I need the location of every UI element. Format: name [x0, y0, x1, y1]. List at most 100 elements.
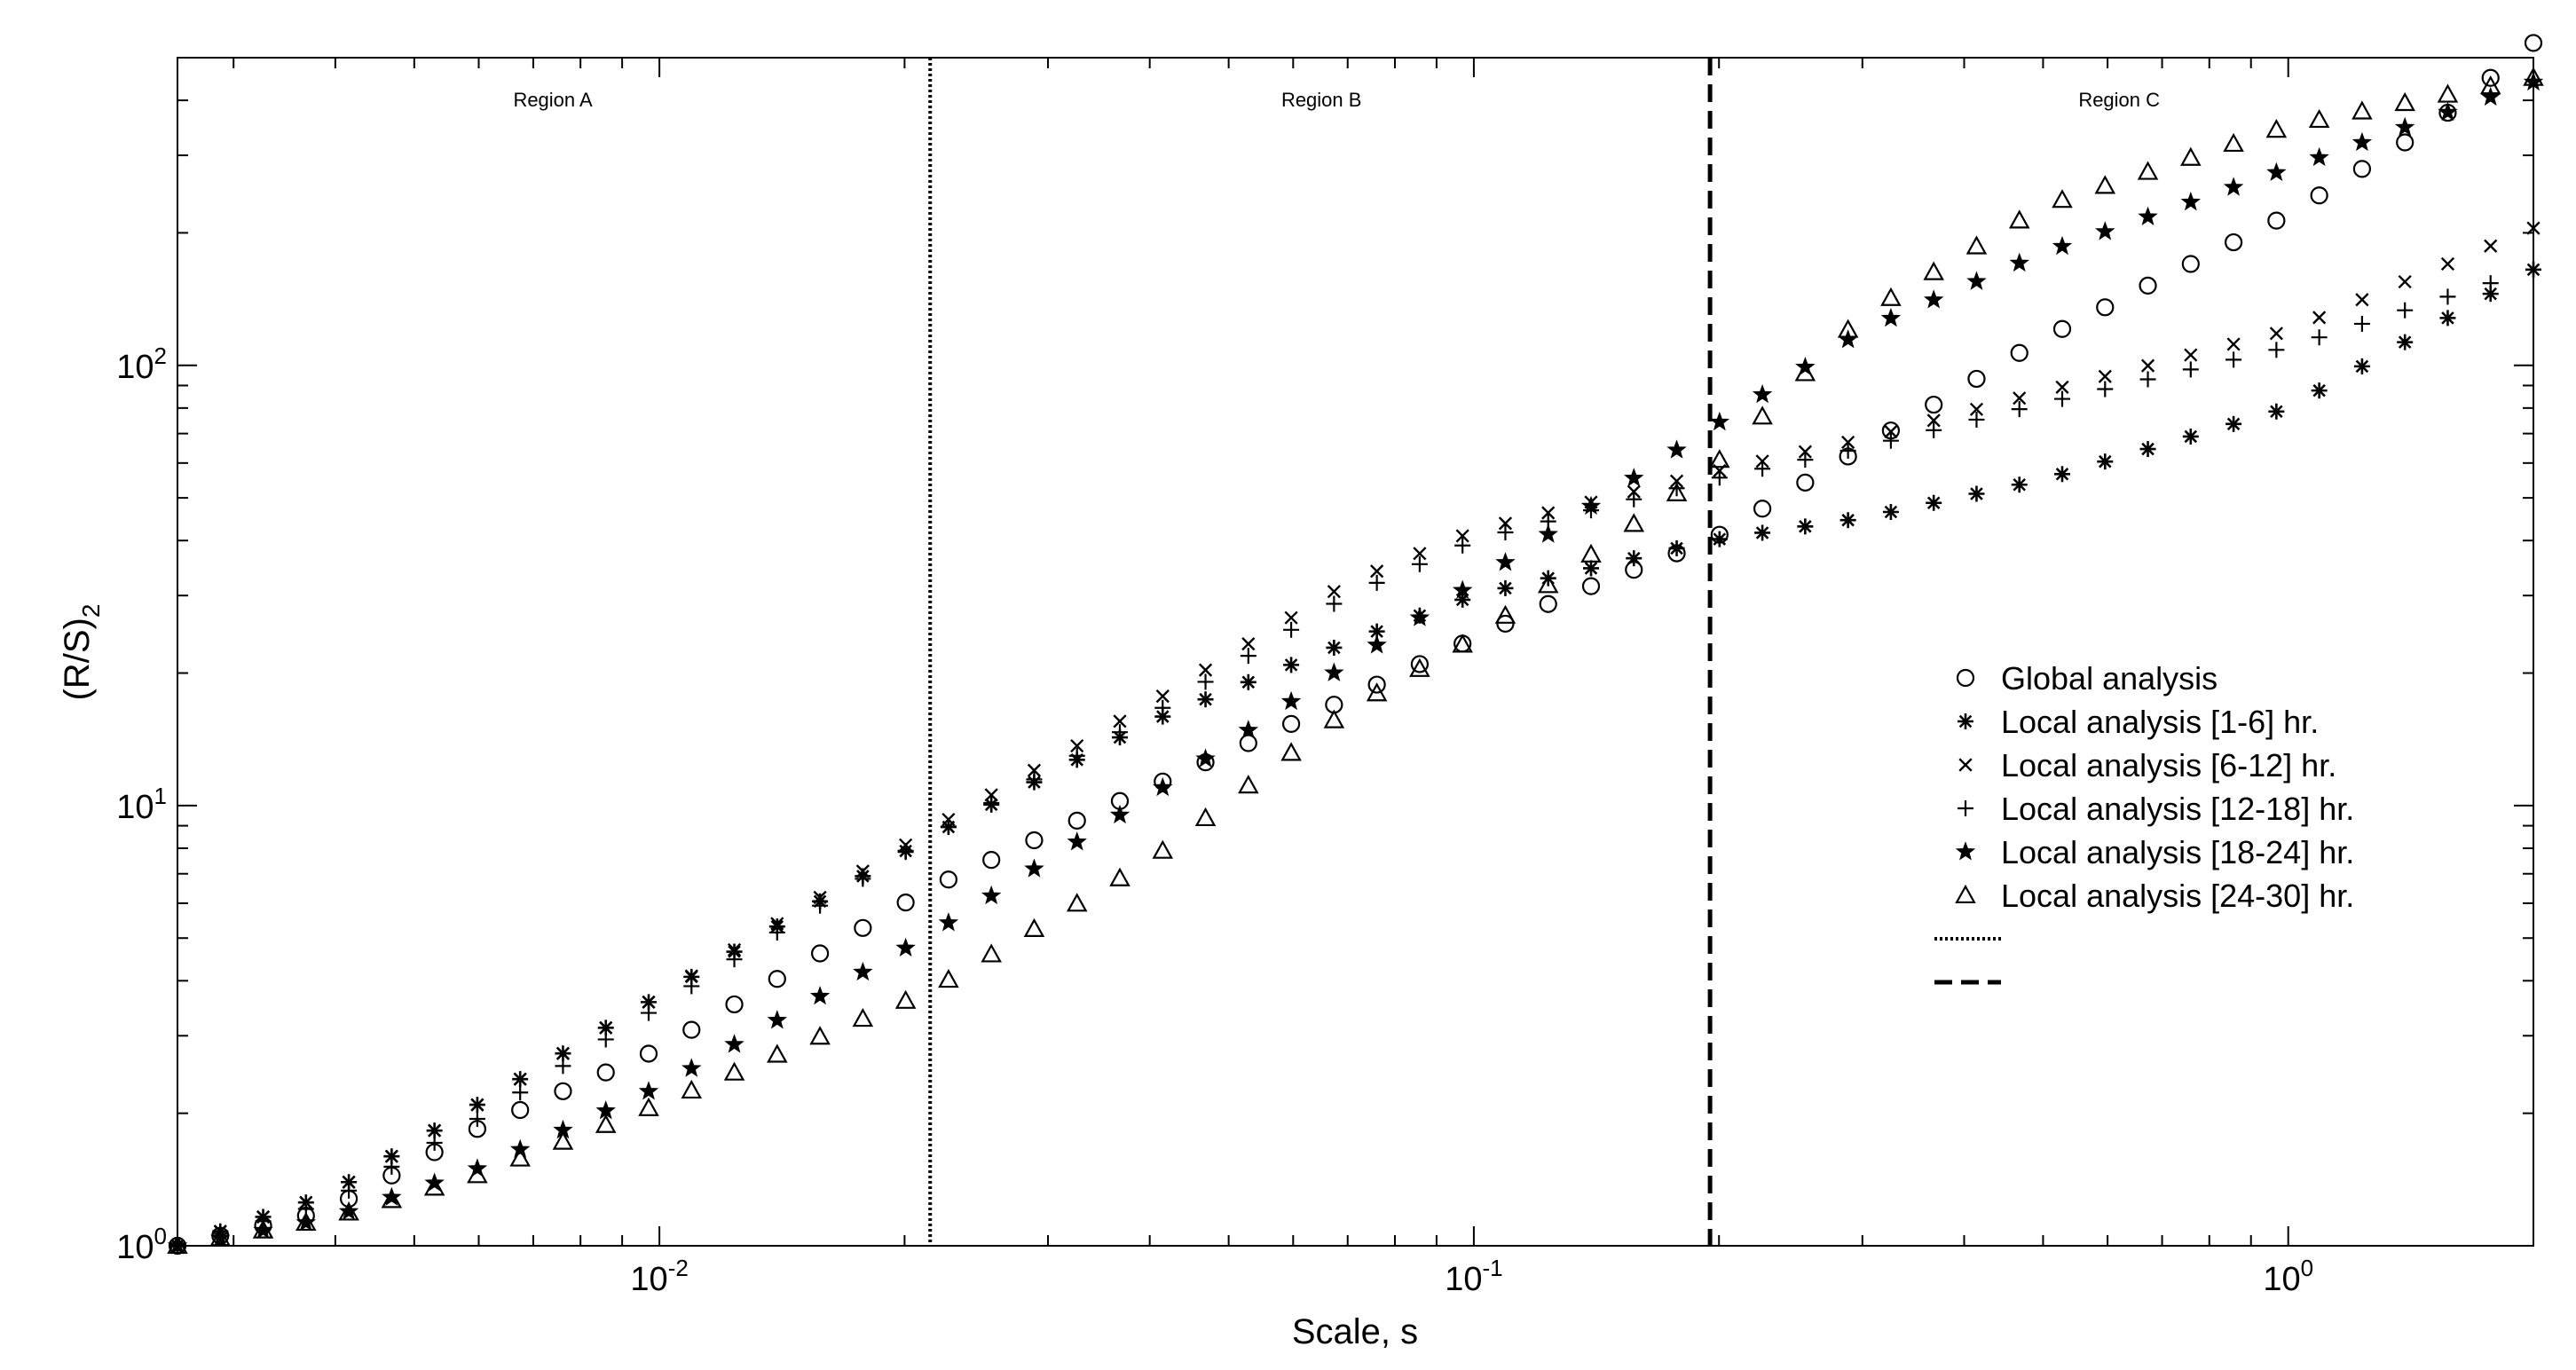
marker-x-stroke	[813, 890, 827, 904]
marker-x-stroke	[2140, 358, 2155, 373]
legend-label: Local analysis [24-30] hr.	[2001, 878, 2354, 914]
data-point	[683, 978, 700, 995]
data-point	[428, 1123, 442, 1138]
legend-item: Local analysis [6-12] hr.	[1958, 747, 2336, 783]
marker-star	[2180, 192, 2202, 211]
marker-triangle	[467, 1164, 488, 1184]
marker-circle	[2096, 298, 2115, 317]
data-point	[2268, 403, 2285, 420]
marker-x-stroke	[1113, 714, 1127, 728]
marker-x-stroke	[2226, 337, 2241, 351]
marker-star	[853, 961, 873, 981]
marker-triangle	[852, 1007, 874, 1028]
x-tick-label-base: 10	[630, 1261, 667, 1298]
data-point	[638, 1097, 659, 1116]
marker-x-stroke	[1969, 402, 1984, 416]
data-point	[1837, 319, 1859, 338]
data-point	[555, 1046, 571, 1060]
marker-x-stroke	[1284, 610, 1298, 625]
marker-triangle	[552, 1130, 574, 1150]
data-point	[896, 894, 915, 912]
data-point	[1154, 699, 1171, 716]
data-point	[2181, 255, 2200, 273]
legend-label: Global analysis	[2001, 660, 2218, 697]
data-point	[599, 1020, 613, 1035]
data-point	[1882, 504, 1899, 521]
marker-circle	[1281, 714, 1301, 733]
data-point	[1153, 776, 1173, 797]
data-point	[1967, 369, 1986, 389]
marker-triangle	[1066, 893, 1088, 912]
marker-triangle	[1109, 867, 1130, 886]
marker-star	[724, 1034, 744, 1053]
data-point	[1368, 574, 1385, 591]
data-point	[1455, 529, 1469, 543]
marker-triangle	[2308, 108, 2330, 129]
data-point	[1197, 673, 1214, 690]
y-tick-label-exponent: 1	[154, 783, 167, 809]
data-point	[1409, 607, 1430, 626]
marker-star	[638, 1081, 659, 1100]
marker-x-stroke	[642, 995, 656, 1009]
data-point	[295, 1212, 317, 1232]
marker-star	[1238, 720, 1259, 739]
marker-x-stroke	[513, 1072, 527, 1086]
marker-star	[1452, 579, 1473, 599]
y-axis-label-group: (R/S)2	[58, 604, 105, 701]
data-point	[1370, 564, 1384, 579]
marker-x-stroke	[342, 1175, 356, 1189]
marker-circle	[596, 1063, 615, 1082]
data-point	[1754, 461, 1771, 477]
data-point	[1580, 543, 1602, 563]
data-point	[2394, 116, 2415, 137]
marker-circle	[1239, 734, 1257, 752]
marker-triangle	[1537, 574, 1559, 594]
data-point	[555, 1058, 571, 1075]
marker-triangle	[1965, 235, 1988, 255]
marker-star	[1067, 831, 1087, 851]
marker-star	[2266, 161, 2287, 182]
marker-star	[809, 985, 831, 1005]
marker-asterisk-stroke	[1627, 551, 1641, 565]
data-point	[940, 818, 957, 835]
marker-star	[1024, 858, 1044, 878]
data-point	[1195, 748, 1216, 768]
data-point	[2182, 428, 2199, 445]
data-point	[681, 1058, 702, 1077]
region-labels: Region A Region B Region C	[513, 89, 2160, 111]
marker-x-stroke	[684, 969, 698, 983]
marker-star	[2052, 235, 2073, 256]
data-point	[2095, 221, 2115, 240]
marker-asterisk-stroke	[1199, 692, 1212, 706]
data-point	[1495, 552, 1516, 571]
marker-asterisk-stroke	[2355, 359, 2369, 374]
data-point	[854, 918, 872, 937]
marker-triangle	[1580, 543, 1602, 563]
data-point	[252, 1219, 274, 1239]
marker-asterisk-stroke	[1926, 496, 1941, 510]
data-point	[2398, 274, 2412, 289]
marker-triangle	[1023, 917, 1045, 937]
data-point	[2223, 132, 2244, 153]
region-label: Region C	[2078, 89, 2160, 111]
marker-x-stroke	[1541, 506, 1556, 520]
data-point	[1923, 289, 1944, 309]
x-tick-label-exponent: 0	[2301, 1255, 2313, 1281]
data-point	[1452, 634, 1473, 653]
data-point	[1197, 691, 1214, 708]
marker-star	[338, 1201, 359, 1220]
data-point	[2267, 211, 2286, 230]
marker-x-stroke	[1070, 738, 1084, 753]
data-point	[2140, 358, 2155, 373]
data-point	[1581, 577, 1601, 595]
legend-marker	[1956, 668, 1975, 688]
data-point	[2011, 401, 2028, 418]
data-point	[2180, 192, 2202, 211]
data-point	[1839, 442, 1856, 459]
marker-circle	[2267, 211, 2286, 230]
data-point	[509, 1147, 531, 1167]
marker-star	[382, 1186, 402, 1206]
data-point	[2054, 390, 2070, 407]
marker-star	[1752, 383, 1773, 404]
marker-triangle	[981, 943, 1002, 963]
